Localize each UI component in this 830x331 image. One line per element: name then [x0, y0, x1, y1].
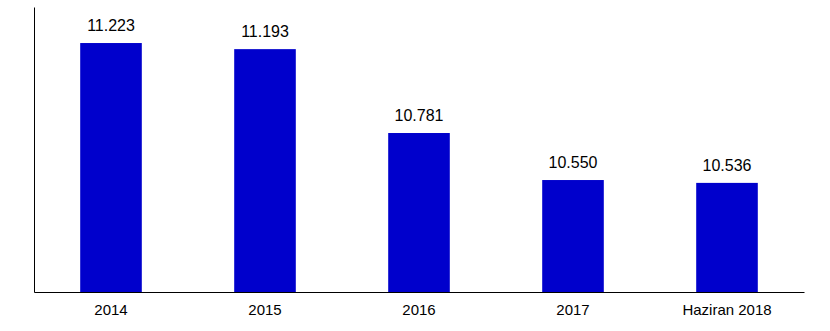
bar: [696, 183, 758, 292]
x-tick-label: Haziran 2018: [682, 301, 771, 318]
data-labels: 11.223 11.193 10.781 10.550 10.536: [87, 17, 751, 174]
x-tick-label: 2015: [248, 301, 281, 318]
chart-svg: 2014 2015 2016 2017 Haziran 2018 11.223 11.193…: [0, 0, 830, 331]
bar: [80, 43, 142, 292]
x-tick-label: 2016: [402, 301, 435, 318]
x-axis-line: [35, 292, 805, 293]
x-tick: 2015: [248, 292, 281, 318]
data-label: 10.550: [549, 154, 598, 171]
chart-container: 2014 2015 2016 2017 Haziran 2018 11.223 11.193…: [0, 0, 830, 331]
plot-area: 2014 2015 2016 2017 Haziran 2018 11.223 11.193…: [35, 8, 805, 318]
x-tick: 2017: [556, 292, 589, 318]
x-tick: 2016: [402, 292, 435, 318]
x-tick: Haziran 2018: [682, 292, 771, 318]
y-axis-line: [34, 8, 35, 293]
x-tick: 2014: [94, 292, 127, 318]
bar: [234, 49, 296, 292]
x-tick-label: 2017: [556, 301, 589, 318]
bar: [388, 133, 450, 292]
x-tick-label: 2014: [94, 301, 127, 318]
y-axis: [34, 8, 35, 293]
bar: [542, 180, 604, 292]
data-label: 10.781: [395, 107, 444, 124]
x-axis: 2014 2015 2016 2017 Haziran 2018: [35, 292, 805, 318]
bars: [80, 43, 758, 292]
data-label: 11.193: [241, 23, 289, 40]
data-label: 11.223: [87, 17, 135, 34]
data-label: 10.536: [703, 157, 752, 174]
